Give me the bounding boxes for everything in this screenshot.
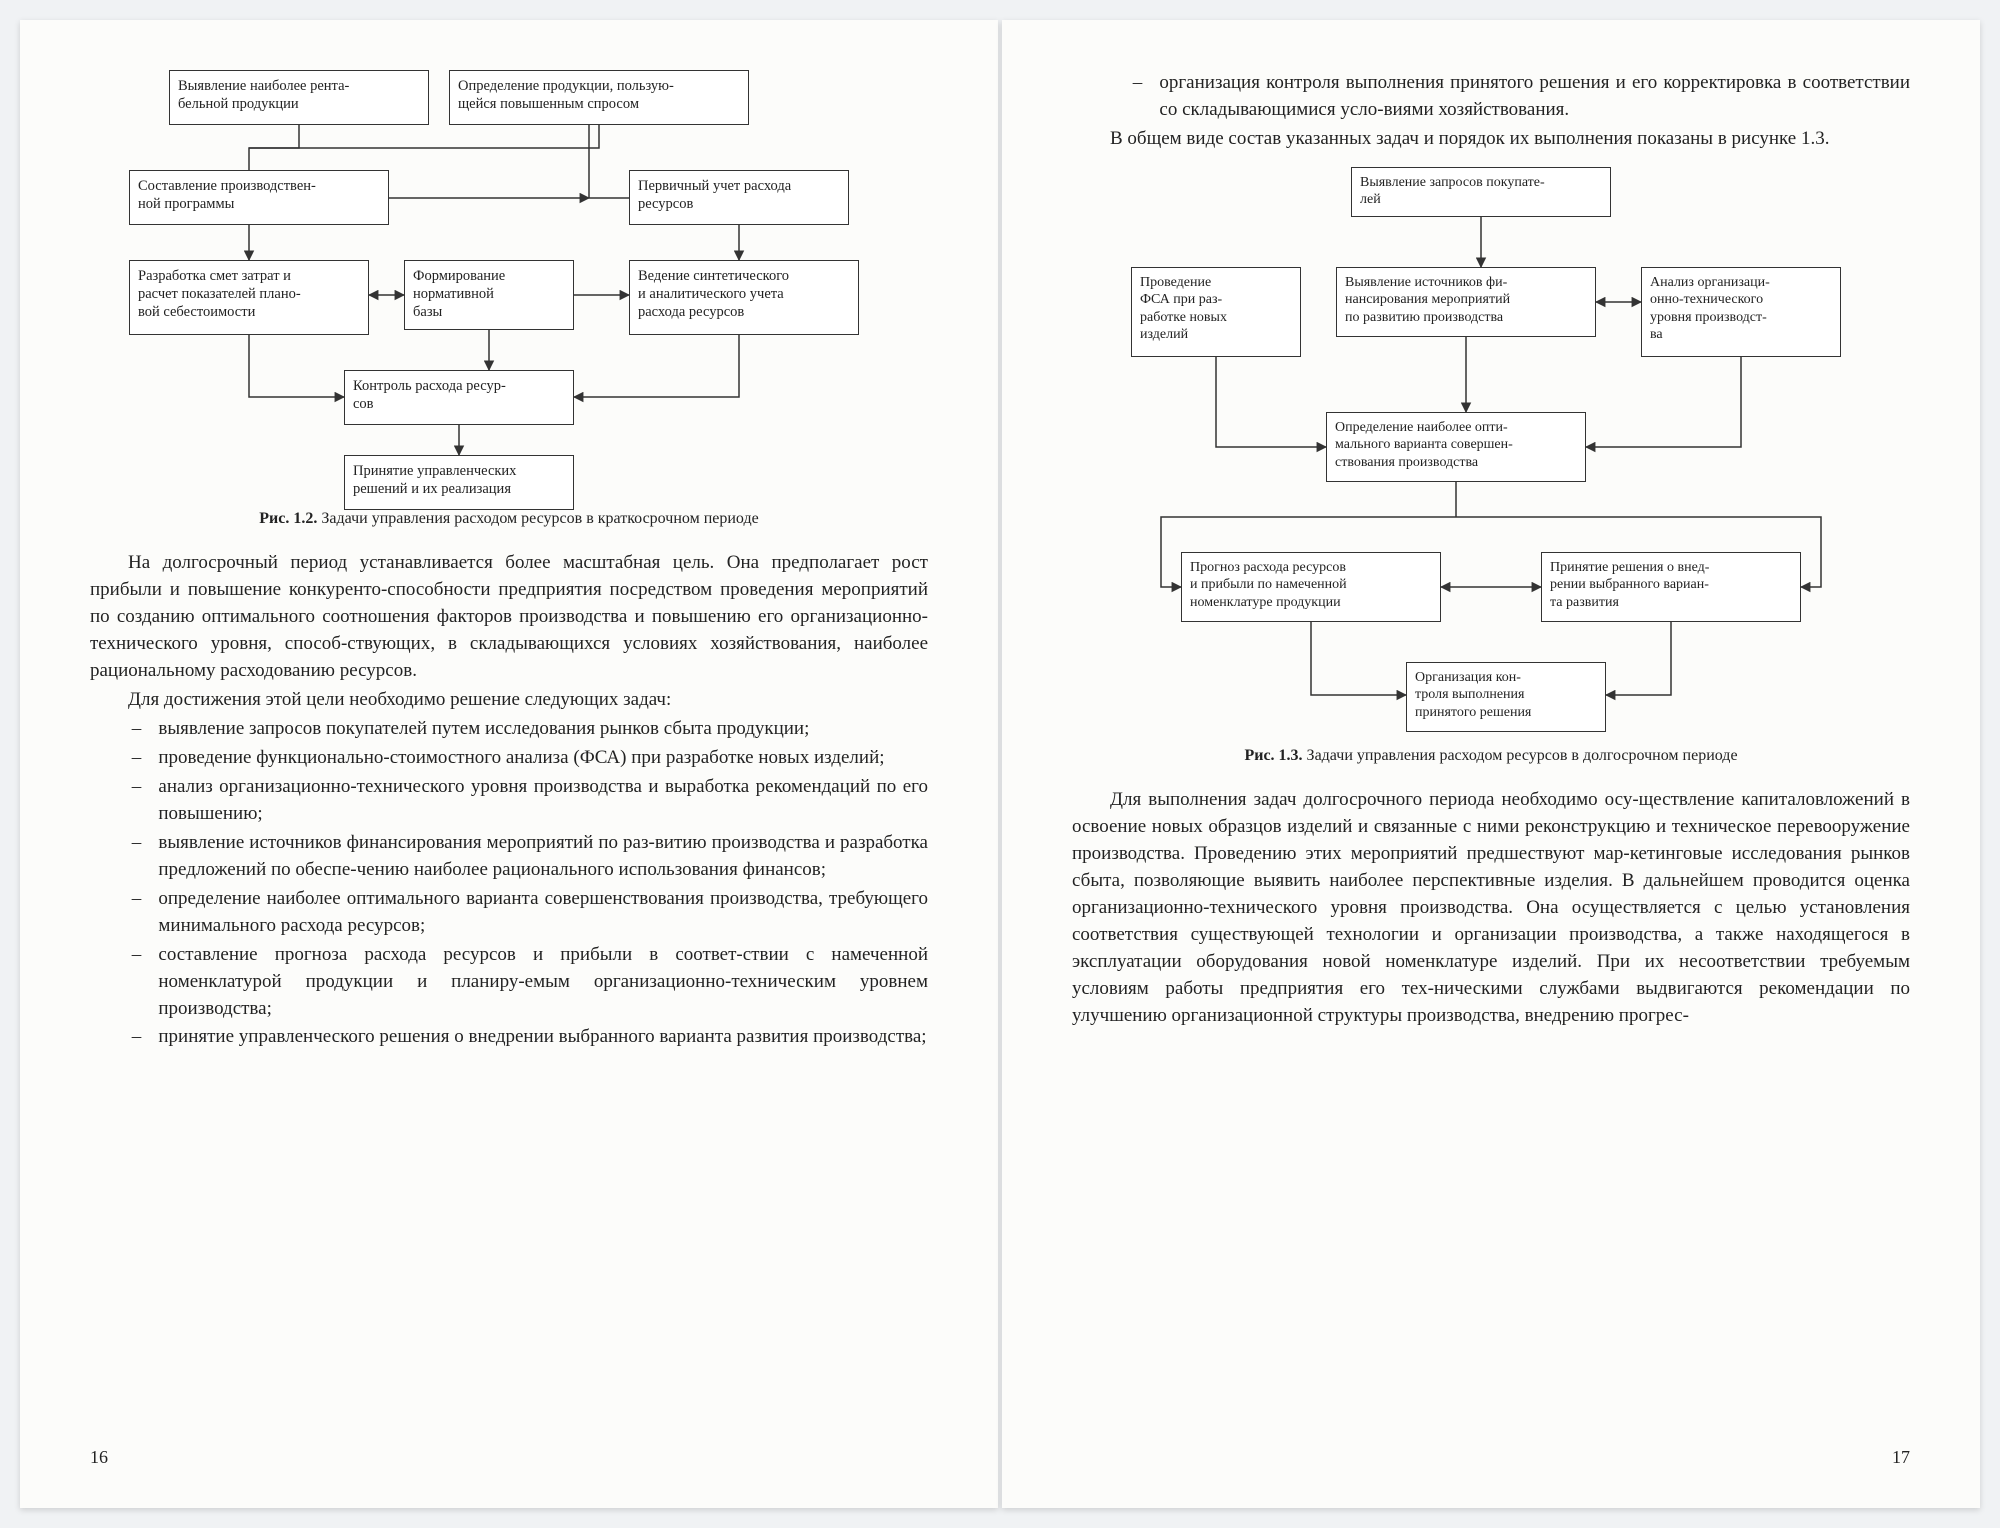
left-body: На долгосрочный период устанавливается б… — [90, 550, 928, 714]
fig13-edge-9 — [1606, 622, 1671, 695]
left-list-item-1: проведение функционально-стоимостного ан… — [132, 745, 928, 772]
fig13-edge-7 — [1456, 517, 1821, 587]
figure-1-2-flowchart: Выявление наиболее рента-бельной продукц… — [129, 70, 889, 490]
page-number-right: 17 — [1892, 1447, 1910, 1468]
left-list-item-0: выявление запросов покупателей путем исс… — [132, 716, 928, 743]
left-list-item-3: выявление источников финансирования меро… — [132, 830, 928, 884]
fig13-edge-4 — [1586, 357, 1741, 447]
fig12-edges — [129, 70, 889, 490]
right-top-list-item-0: организация контроля выполнения принятог… — [1133, 70, 1910, 124]
fig12-edge-1 — [249, 125, 599, 148]
figure-1-3-caption: Рис. 1.3. Задачи управления расходом рес… — [1072, 747, 1910, 765]
figure-1-3-flowchart: Выявление запросов покупате-лейПроведени… — [1131, 167, 1851, 727]
page-left: Выявление наиболее рента-бельной продукц… — [20, 20, 998, 1508]
right-body-2: Для выполнения задач долгосрочного перио… — [1072, 787, 1910, 1030]
left-para-2: Для достижения этой цели необходимо реше… — [90, 687, 928, 714]
right-para-1: В общем виде состав указанных задач и по… — [1072, 126, 1910, 153]
figure-1-3-caption-num: Рис. 1.3. — [1244, 747, 1302, 764]
right-para-2: Для выполнения задач долгосрочного перио… — [1072, 787, 1910, 1030]
fig12-edge-9 — [249, 335, 344, 397]
left-list-item-2: анализ организационно-технического уровн… — [132, 774, 928, 828]
left-list-item-5: составление прогноза расхода ресурсов и … — [132, 942, 928, 1023]
left-para-1: На долгосрочный период устанавливается б… — [90, 550, 928, 685]
left-list-item-6: принятие управленческого решения о внедр… — [132, 1024, 928, 1051]
right-top-list: организация контроля выполнения принятог… — [1133, 70, 1910, 124]
left-bullet-list: выявление запросов покупателей путем исс… — [132, 716, 928, 1052]
left-list-item-4: определение наиболее оптимального вариан… — [132, 886, 928, 940]
fig13-edge-1 — [1216, 357, 1326, 447]
page-number-left: 16 — [90, 1447, 108, 1468]
right-para-1-wrap: В общем виде состав указанных задач и по… — [1072, 126, 1910, 153]
fig13-edge-6 — [1161, 517, 1456, 587]
fig13-edge-10 — [1311, 622, 1406, 695]
figure-1-3-caption-text: Задачи управления расходом ресурсов в до… — [1303, 747, 1738, 764]
page-right: организация контроля выполнения принятог… — [1002, 20, 1980, 1508]
figure-1-2-caption: Рис. 1.2. Задачи управления расходом рес… — [90, 510, 928, 528]
book-spread: Выявление наиболее рента-бельной продукц… — [20, 20, 1980, 1508]
figure-1-2-caption-num: Рис. 1.2. — [259, 510, 317, 527]
figure-1-2-caption-text: Задачи управления расходом ресурсов в кр… — [317, 510, 758, 527]
fig13-edges — [1131, 167, 1851, 727]
fig12-edge-10 — [574, 335, 739, 397]
